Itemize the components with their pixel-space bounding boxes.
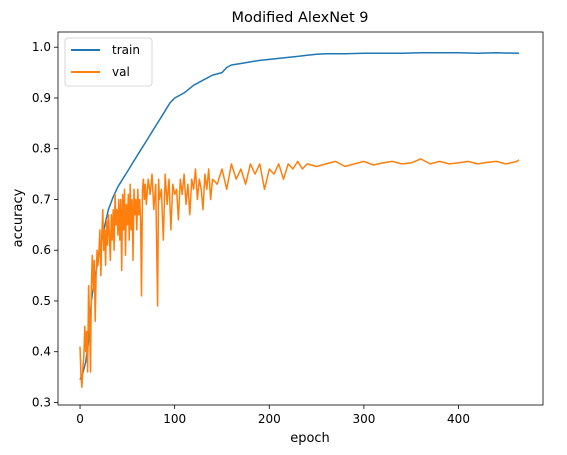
plot-frame bbox=[57, 31, 544, 406]
series-line-train bbox=[79, 52, 520, 380]
y-tick-label: 0.7 bbox=[32, 192, 51, 206]
legend-label-train: train bbox=[112, 43, 140, 57]
x-tick-label: 0 bbox=[76, 412, 84, 426]
y-tick-label: 1.0 bbox=[32, 40, 51, 54]
chart-title: Modified AlexNet 9 bbox=[232, 10, 369, 26]
y-axis-label: accuracy bbox=[11, 188, 26, 247]
series-line-val bbox=[79, 158, 520, 388]
x-tick-label: 200 bbox=[258, 412, 281, 426]
x-axis-label: epoch bbox=[290, 431, 330, 446]
axis-ticks: 0 100 200 300 400 0.3 0.4 0.5 0.6 0.7 0.8 0.9 1.0 bbox=[32, 40, 470, 426]
y-tick-label: 0.5 bbox=[32, 294, 51, 308]
x-tick-label: 400 bbox=[447, 412, 470, 426]
x-tick-label: 100 bbox=[163, 412, 186, 426]
y-tick-label: 0.6 bbox=[32, 243, 51, 257]
y-tick-label: 0.8 bbox=[32, 142, 51, 156]
y-tick-label: 0.3 bbox=[32, 395, 51, 409]
y-tick-label: 0.4 bbox=[32, 345, 51, 359]
y-tick-label: 0.9 bbox=[32, 91, 51, 105]
x-tick-label: 300 bbox=[352, 412, 375, 426]
legend-label-val: val bbox=[112, 65, 130, 79]
plot-area bbox=[79, 52, 520, 388]
legend: train val bbox=[64, 37, 153, 87]
